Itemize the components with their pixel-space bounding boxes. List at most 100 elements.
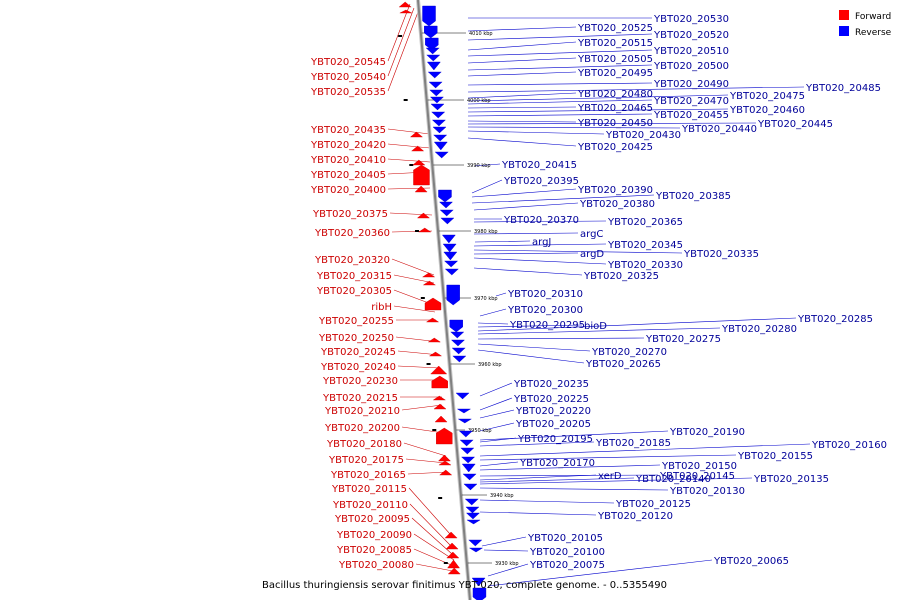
reverse-gene bbox=[427, 71, 442, 79]
segment-marker bbox=[403, 99, 408, 101]
reverse-gene bbox=[424, 25, 438, 39]
leader-line bbox=[473, 220, 607, 223]
reverse-gene bbox=[461, 463, 476, 473]
reverse-gene bbox=[442, 243, 457, 253]
leader-line bbox=[477, 317, 797, 332]
leader-line bbox=[471, 188, 577, 198]
reverse-gene-label: argD bbox=[580, 249, 604, 260]
leader-line bbox=[477, 337, 645, 340]
reverse-gene-label: YBT020_20525 bbox=[577, 23, 653, 34]
reverse-gene-label: YBT020_20220 bbox=[515, 406, 591, 417]
segment-marker bbox=[426, 363, 431, 365]
leader-line bbox=[477, 343, 591, 352]
reverse-gene-label: YBT020_20130 bbox=[669, 486, 745, 497]
reverse-gene-label: YBT020_20505 bbox=[577, 54, 653, 65]
forward-gene bbox=[432, 395, 446, 401]
leader-line bbox=[479, 382, 513, 397]
leader-line bbox=[467, 57, 577, 64]
leader-line bbox=[477, 322, 509, 325]
reverse-gene-label: YBT020_20345 bbox=[607, 240, 683, 251]
leader-line bbox=[467, 106, 577, 109]
forward-gene bbox=[427, 337, 441, 343]
reverse-gene bbox=[433, 134, 448, 142]
forward-gene-label: YBT020_20175 bbox=[328, 455, 404, 466]
leader-line bbox=[473, 232, 579, 235]
leader-line bbox=[467, 113, 653, 117]
segment-marker bbox=[438, 497, 443, 499]
reverse-gene-label: YBT020_20185 bbox=[595, 438, 671, 449]
leader-line bbox=[479, 511, 597, 516]
leader-line bbox=[481, 536, 527, 547]
reverse-gene bbox=[458, 430, 473, 438]
reverse-gene-label: YBT020_20135 bbox=[753, 474, 829, 485]
reverse-gene bbox=[434, 151, 449, 159]
leader-line bbox=[479, 474, 659, 477]
forward-gene bbox=[445, 542, 459, 550]
reverse-gene-label: YBT020_20485 bbox=[805, 83, 881, 94]
legend: Forward Reverse bbox=[839, 10, 892, 38]
reverse-gene-label: YBT020_20140 bbox=[635, 474, 711, 485]
leader-line bbox=[473, 243, 607, 247]
leader-line bbox=[479, 454, 737, 461]
reverse-gene bbox=[422, 5, 436, 27]
tick: 3930 kbp bbox=[467, 561, 519, 567]
reverse-gene-label: YBT020_20170 bbox=[519, 458, 595, 469]
leader-line bbox=[387, 7, 415, 77]
forward-gene bbox=[409, 131, 423, 138]
forward-gene bbox=[434, 415, 448, 423]
forward-gene bbox=[416, 212, 431, 219]
forward-gene bbox=[421, 272, 436, 278]
reverse-gene bbox=[426, 54, 441, 62]
reverse-gene-label: YBT020_20150 bbox=[661, 461, 737, 472]
forward-gene-label: YBT020_20420 bbox=[310, 140, 386, 151]
forward-gene-label: YBT020_20250 bbox=[318, 333, 394, 344]
leader-line bbox=[495, 292, 507, 297]
reverse-gene bbox=[465, 512, 480, 520]
leader-line bbox=[397, 365, 441, 369]
tick: 3980 kbp bbox=[439, 229, 498, 235]
leader-line bbox=[467, 94, 729, 102]
forward-gene-label: YBT020_20305 bbox=[316, 286, 392, 297]
reverse-gene-label: YBT020_20515 bbox=[577, 38, 653, 49]
reverse-gene-label: YBT020_20465 bbox=[577, 103, 653, 114]
leader-line bbox=[473, 202, 579, 211]
segment-marker bbox=[415, 230, 420, 232]
leader-line bbox=[401, 404, 443, 411]
reverse-gene-label: YBT020_20270 bbox=[591, 347, 667, 358]
leader-line bbox=[487, 559, 713, 587]
forward-gene-label: YBT020_20315 bbox=[316, 271, 392, 282]
leader-line bbox=[467, 86, 805, 93]
forward-gene bbox=[411, 145, 425, 152]
forward-gene bbox=[438, 460, 452, 466]
leader-line bbox=[401, 426, 445, 434]
tick-label: 3950 kbp bbox=[468, 428, 492, 434]
leader-line bbox=[479, 487, 669, 491]
leader-line bbox=[415, 563, 459, 573]
reverse-gene-label: YBT020_20425 bbox=[577, 142, 653, 153]
tick-label: 3970 kbp bbox=[474, 296, 498, 302]
leader-line bbox=[387, 11, 419, 92]
reverse-gene bbox=[459, 439, 474, 447]
reverse-gene-label: YBT020_20470 bbox=[653, 96, 729, 107]
reverse-gene bbox=[429, 89, 444, 97]
reverse-gene-label: YBT020_20460 bbox=[729, 105, 805, 116]
leader-line bbox=[474, 163, 501, 167]
legend-reverse-swatch bbox=[839, 26, 849, 36]
reverse-gene-label: xerD bbox=[598, 471, 622, 482]
reverse-gene bbox=[457, 418, 473, 424]
tick-label: 4000 kbp bbox=[467, 98, 491, 104]
reverse-gene-label: YBT020_20430 bbox=[605, 130, 681, 141]
forward-gene-label: YBT020_20360 bbox=[314, 228, 390, 239]
reverse-gene bbox=[430, 103, 445, 111]
forward-gene bbox=[422, 280, 437, 286]
reverse-gene-label: YBT020_20335 bbox=[683, 249, 759, 260]
tick-marks: 4010 kbp 4000 kbp 3990 kbp 3980 kbp 3970 kbp… bbox=[398, 31, 519, 567]
reverse-gene-label: YBT020_20510 bbox=[653, 46, 729, 57]
reverse-gene-label: YBT020_20160 bbox=[811, 440, 887, 451]
leader-line bbox=[479, 430, 669, 441]
reverse-gene-label: YBT020_20520 bbox=[653, 30, 729, 41]
leader-line bbox=[479, 477, 635, 483]
leader-line bbox=[467, 64, 653, 71]
leader-line bbox=[387, 143, 431, 149]
